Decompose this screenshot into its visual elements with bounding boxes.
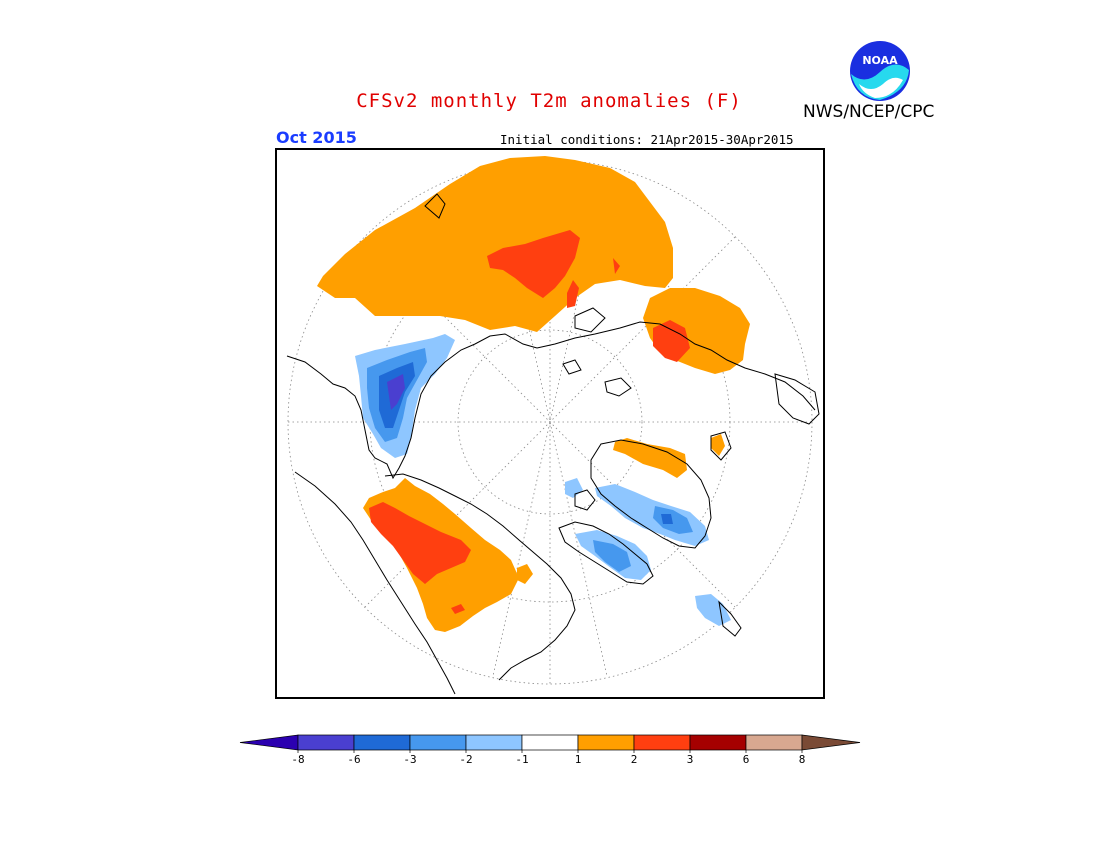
agency-label: NWS/NCEP/CPC [803, 102, 935, 122]
legend-label: 6 [743, 753, 750, 766]
polar-map [275, 148, 825, 699]
map-title: CFSv2 monthly T2m anomalies (F) [356, 90, 742, 112]
legend-swatch [353, 734, 411, 751]
legend-label: -2 [459, 753, 472, 766]
legend-label: -3 [403, 753, 416, 766]
legend-swatch [577, 734, 635, 751]
initial-conditions: Initial conditions: 21Apr2015-30Apr2015 [500, 132, 794, 147]
legend-label: 8 [799, 753, 806, 766]
europe-cool-anomaly [355, 334, 455, 458]
svg-text:NOAA: NOAA [862, 54, 898, 67]
legend-swatch [745, 734, 803, 751]
legend-label: 2 [631, 753, 638, 766]
coastlines [286, 193, 820, 695]
legend-swatch [465, 734, 523, 751]
legend-arrow-low [239, 734, 299, 751]
asia-warm-anomaly [317, 156, 750, 478]
legend-label: -1 [515, 753, 528, 766]
color-legend: -8 -6 -3 -2 -1 1 2 3 6 8 [239, 734, 861, 766]
legend-label: -6 [347, 753, 360, 766]
legend-swatch [633, 734, 691, 751]
legend-label: 3 [687, 753, 694, 766]
noaa-logo-icon: NOAA [850, 41, 910, 101]
legend-arrow-high [801, 734, 861, 751]
north-america-warm-anomaly [363, 478, 533, 632]
legend-swatch [409, 734, 467, 751]
forecast-month: Oct 2015 [276, 128, 357, 147]
legend-swatch [521, 734, 579, 751]
legend-swatch [297, 734, 355, 751]
legend-label: -8 [291, 753, 304, 766]
legend-label: 1 [575, 753, 582, 766]
legend-swatch [689, 734, 747, 751]
